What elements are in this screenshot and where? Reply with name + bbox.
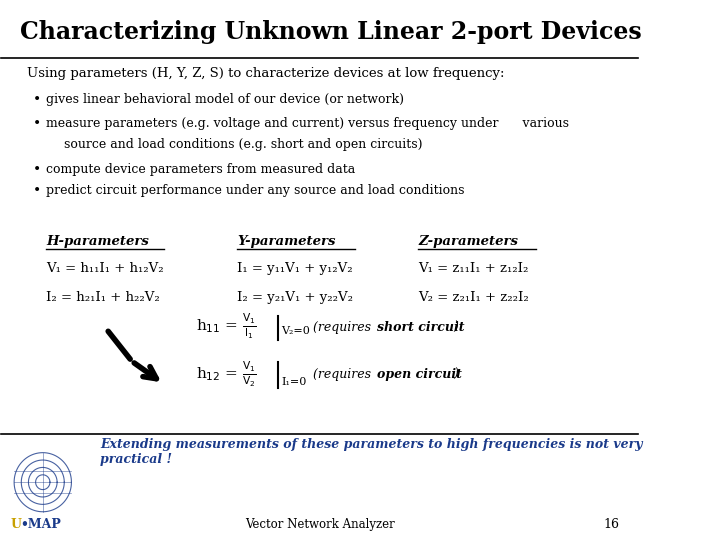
Text: ): ) [454, 321, 459, 334]
Text: V₁ = h₁₁I₁ + h₁₂V₂: V₁ = h₁₁I₁ + h₁₂V₂ [46, 262, 163, 275]
Text: U: U [11, 517, 22, 531]
Text: H-parameters: H-parameters [46, 235, 149, 248]
Text: •: • [33, 117, 42, 131]
Text: Using parameters (H, Y, Z, S) to characterize devices at low frequency:: Using parameters (H, Y, Z, S) to charact… [27, 67, 504, 80]
Text: (requires: (requires [313, 368, 375, 381]
Text: Z-parameters: Z-parameters [418, 235, 518, 248]
Text: V₂ = z₂₁I₁ + z₂₂I₂: V₂ = z₂₁I₁ + z₂₂I₂ [418, 292, 529, 305]
Text: Extending measurements of these parameters to high frequencies is not very
pract: Extending measurements of these paramete… [100, 437, 642, 465]
Text: 16: 16 [603, 517, 619, 531]
Text: ): ) [454, 368, 459, 381]
Text: compute device parameters from measured data: compute device parameters from measured … [46, 163, 355, 176]
Text: h$_{11}$ = $\frac{\mathrm{V_1}}{\mathrm{I_1}}$: h$_{11}$ = $\frac{\mathrm{V_1}}{\mathrm{… [196, 312, 256, 341]
Text: Characterizing Unknown Linear 2-port Devices: Characterizing Unknown Linear 2-port Dev… [20, 20, 642, 44]
Text: •MAP: •MAP [20, 517, 61, 531]
Text: predict circuit performance under any source and load conditions: predict circuit performance under any so… [46, 184, 464, 197]
Text: measure parameters (e.g. voltage and current) versus frequency under      variou: measure parameters (e.g. voltage and cur… [46, 117, 569, 130]
Text: V₁ = z₁₁I₁ + z₁₂I₂: V₁ = z₁₁I₁ + z₁₂I₂ [418, 262, 528, 275]
Text: open circuit: open circuit [377, 368, 462, 381]
Text: short circuit: short circuit [377, 321, 464, 334]
Text: •: • [33, 184, 42, 198]
Text: Vector Network Analyzer: Vector Network Analyzer [245, 517, 395, 531]
Text: h$_{12}$ = $\frac{\mathrm{V_1}}{\mathrm{V_2}}$: h$_{12}$ = $\frac{\mathrm{V_1}}{\mathrm{… [196, 360, 256, 389]
Text: I₂ = h₂₁I₁ + h₂₂V₂: I₂ = h₂₁I₁ + h₂₂V₂ [46, 292, 160, 305]
Text: I₁ = y₁₁V₁ + y₁₂V₂: I₁ = y₁₁V₁ + y₁₂V₂ [237, 262, 353, 275]
Text: •: • [33, 93, 42, 107]
Text: source and load conditions (e.g. short and open circuits): source and load conditions (e.g. short a… [55, 138, 422, 151]
Text: I₂ = y₂₁V₁ + y₂₂V₂: I₂ = y₂₁V₁ + y₂₂V₂ [237, 292, 353, 305]
Text: I₁=0: I₁=0 [282, 377, 307, 387]
Text: V₂=0: V₂=0 [282, 326, 310, 335]
Text: •: • [33, 163, 42, 177]
Text: Y-parameters: Y-parameters [237, 235, 336, 248]
Text: (requires: (requires [313, 321, 375, 334]
Text: gives linear behavioral model of our device (or network): gives linear behavioral model of our dev… [46, 93, 404, 106]
